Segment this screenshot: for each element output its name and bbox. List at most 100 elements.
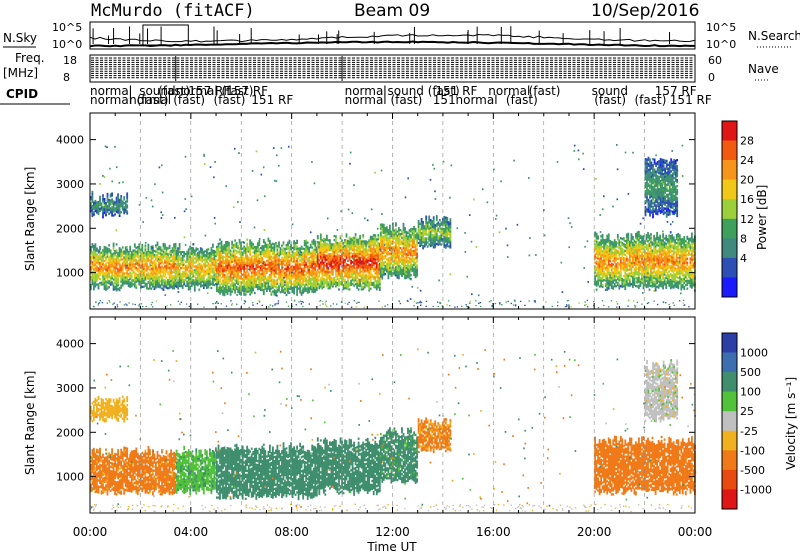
echo-cell — [388, 277, 390, 279]
echo-cell — [211, 287, 213, 289]
echo-cell — [313, 277, 315, 279]
echo-cell — [119, 249, 121, 251]
echo-cell — [216, 286, 218, 288]
freq-tick-bottom: 8 — [63, 71, 70, 84]
echo-cell — [119, 269, 121, 271]
echo-cell — [398, 253, 400, 255]
echo-cell — [261, 269, 263, 271]
echo-cell — [131, 255, 133, 257]
echo-cell — [203, 287, 205, 289]
echo-cell — [219, 238, 221, 240]
echo-cell — [416, 266, 418, 268]
echo-cell — [344, 279, 346, 281]
echo-cell — [335, 239, 337, 241]
echo-cell — [216, 272, 218, 274]
echo-cell — [373, 276, 375, 278]
cpid-entry: (fast) — [173, 93, 205, 107]
echo-cell — [603, 261, 605, 263]
echo-cell — [240, 286, 242, 288]
echo-cell — [434, 238, 436, 240]
echo-cell — [173, 287, 175, 289]
echo-cell — [373, 236, 375, 238]
echo-cell — [283, 243, 285, 245]
echo-cell — [243, 270, 245, 272]
echo-cell — [410, 240, 412, 242]
echo-cell — [301, 256, 303, 258]
echo-cell — [410, 254, 412, 256]
echo-cell — [119, 247, 121, 249]
echo-cell — [347, 280, 349, 282]
echo-cell — [146, 263, 148, 265]
echo-cell — [359, 237, 361, 239]
echo-cell — [615, 257, 617, 259]
echo-cell — [362, 234, 364, 236]
echo-cell — [155, 274, 157, 276]
echo-cell — [192, 255, 194, 257]
echo-cell — [596, 289, 598, 291]
echo-cell — [386, 226, 388, 228]
echo-cell — [370, 280, 372, 282]
echo-cell — [99, 246, 101, 248]
echo-cell — [143, 260, 145, 262]
echo-cell — [346, 233, 348, 235]
echo-cell — [392, 222, 394, 224]
echo-cell — [194, 287, 196, 289]
echo-cell — [277, 267, 279, 269]
echo-cell — [116, 265, 118, 267]
echo-cell — [373, 258, 375, 260]
echo-cell — [446, 239, 448, 241]
echo-cell — [216, 290, 218, 292]
cpid-entry: 151 RF — [670, 93, 712, 107]
echo-cell — [278, 243, 280, 245]
echo-cell — [167, 253, 169, 255]
echo-cell — [603, 241, 605, 243]
echo-cell — [234, 239, 236, 241]
echo-cell — [258, 244, 260, 246]
echo-cell — [252, 283, 254, 285]
echo-cell — [116, 243, 118, 245]
echo-cell — [615, 241, 617, 243]
echo-cell — [361, 262, 363, 264]
echo-cell — [413, 242, 415, 244]
echo-cell — [277, 257, 279, 259]
echo-cell — [422, 239, 424, 241]
echo-cell — [98, 285, 100, 287]
echo-cell — [337, 274, 339, 276]
echo-cell — [413, 226, 415, 228]
echo-cell — [602, 286, 604, 288]
echo-cell — [271, 275, 273, 277]
echo-cell — [313, 251, 315, 253]
echo-cell — [277, 289, 279, 291]
echo-cell — [361, 252, 363, 254]
echo-cell — [252, 251, 254, 253]
echo-cell — [120, 287, 122, 289]
echo-cell — [96, 256, 98, 258]
echo-cell — [313, 289, 315, 291]
echo-cell — [252, 267, 254, 269]
echo-cell — [374, 260, 376, 262]
echo-cell — [416, 270, 418, 272]
echo-cell — [204, 280, 206, 282]
echo-cell — [450, 236, 452, 238]
echo-cell — [446, 225, 448, 227]
echo-cell — [164, 243, 166, 245]
echo-cell — [337, 266, 339, 268]
echo-cell — [107, 274, 109, 276]
echo-cell — [208, 248, 210, 250]
echo-cell — [324, 272, 326, 274]
echo-cell — [261, 259, 263, 261]
echo-cell — [155, 266, 157, 268]
echo-cell — [410, 264, 412, 266]
echo-cell — [107, 285, 109, 287]
echo-cell — [450, 228, 452, 230]
echo-cell — [383, 224, 385, 226]
echo-cell — [398, 269, 400, 271]
echo-cell — [398, 241, 400, 243]
cpid-entry: 151 RF — [251, 93, 293, 107]
echo-cell — [113, 243, 115, 245]
echo-cell — [349, 242, 351, 244]
nave-tick-bottom: 0 — [708, 71, 715, 84]
echo-cell — [434, 236, 436, 238]
echo-cell — [145, 249, 147, 251]
echo-cell — [318, 275, 320, 277]
